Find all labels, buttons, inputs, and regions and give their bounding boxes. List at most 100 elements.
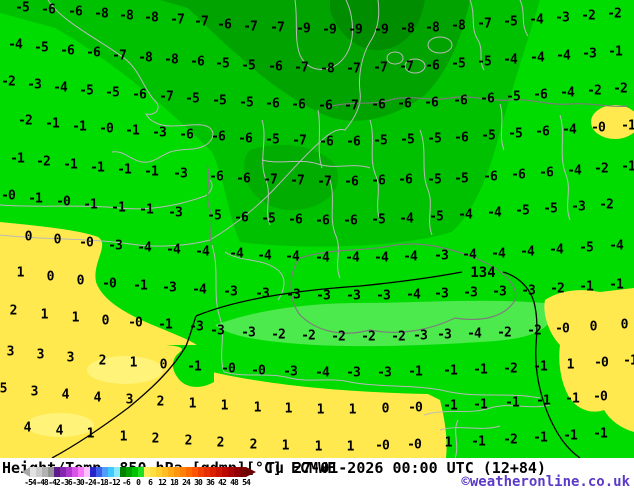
temp-label: -4 — [467, 326, 482, 342]
temp-label: 3 — [36, 347, 45, 363]
scale-label: 12 — [158, 478, 167, 487]
temp-label: -5 — [265, 132, 280, 148]
temp-label: -5 — [579, 240, 594, 256]
region-yellow-southeast — [544, 288, 634, 345]
temp-label: -3 — [316, 288, 331, 304]
temp-label: -7 — [373, 60, 388, 76]
temp-label: -1 — [187, 359, 202, 375]
temp-label: 0 — [46, 269, 55, 285]
scale-cell — [210, 467, 216, 477]
scale-cell — [138, 467, 144, 477]
temp-label: -2 — [271, 327, 286, 343]
scale-label: 18 — [170, 478, 179, 487]
credit-text: ©weatheronline.co.uk — [461, 474, 630, 490]
temp-label: -6 — [234, 210, 249, 226]
region-yellow-southeast2 — [559, 345, 634, 432]
temp-label: 1 — [86, 426, 95, 442]
temp-label: -5 — [454, 171, 469, 187]
temp-label: -1 — [133, 278, 148, 294]
temp-label: -2 — [587, 83, 602, 99]
temp-label: -5 — [429, 209, 444, 225]
temp-label: 2 — [156, 394, 165, 410]
temp-label: -4 — [560, 85, 575, 101]
temp-label: -2 — [550, 281, 565, 297]
scale-cell — [162, 467, 168, 477]
temp-label: 3 — [6, 344, 15, 360]
temp-label: -2 — [607, 6, 622, 22]
temp-label: -0 — [408, 400, 423, 416]
temp-label: -6 — [533, 87, 548, 103]
scale-cell — [150, 467, 156, 477]
temp-label: -5 — [508, 126, 523, 142]
temp-label: -7 — [346, 61, 361, 77]
temp-label: -1 — [125, 123, 140, 139]
temp-label: -5 — [79, 83, 94, 99]
temp-label: -6 — [41, 2, 56, 18]
temp-label: 1 — [346, 439, 355, 455]
temp-label: -6 — [268, 59, 283, 75]
temp-label: -2 — [581, 8, 596, 24]
temp-label: -3 — [434, 248, 449, 264]
temp-label: -5 — [373, 133, 388, 149]
temp-label: -8 — [320, 61, 335, 77]
temp-label: -5 — [207, 208, 222, 224]
temp-label: -0 — [79, 235, 94, 251]
temp-label: -7 — [290, 173, 305, 189]
scale-cell — [42, 467, 48, 477]
temp-label: 3 — [30, 384, 39, 400]
temp-label: 1 — [348, 402, 357, 418]
temp-label: -4 — [567, 163, 582, 179]
scale-label: -54 — [24, 478, 36, 487]
temp-label: -1 — [10, 151, 25, 167]
region-yellow-light-patch2 — [26, 413, 94, 437]
temp-label: 1 — [281, 438, 290, 454]
temp-label: -1 — [565, 391, 580, 407]
footer-bar: Height/Temp. 850 hPa [gdmp][°C] ECMWF Tu… — [0, 458, 634, 490]
temp-label: -2 — [331, 329, 346, 345]
temp-label: -6 — [86, 45, 101, 61]
scale-cell — [90, 467, 96, 477]
scale-cell — [96, 467, 102, 477]
temp-label: -7 — [159, 89, 174, 105]
temp-label: -1 — [72, 119, 87, 135]
temp-label: -6 — [539, 165, 554, 181]
scale-cell — [36, 467, 42, 477]
temp-label: -0 — [1, 188, 16, 204]
temp-label: 1 — [253, 400, 262, 416]
temp-label: -6 — [288, 212, 303, 228]
temp-label: -1 — [139, 202, 154, 218]
scale-cell — [234, 467, 240, 477]
temp-label: -2 — [301, 328, 316, 344]
temp-label: 0 — [24, 229, 33, 245]
temp-label: -0 — [102, 276, 117, 292]
temp-label: -7 — [243, 19, 258, 35]
temp-label: -5 — [477, 54, 492, 70]
scale-cell — [126, 467, 132, 477]
temp-label: -6 — [511, 167, 526, 183]
temp-label: -3 — [168, 205, 183, 221]
temp-label: -1 — [593, 426, 608, 442]
temp-label: -6 — [265, 96, 280, 112]
scale-cell — [114, 467, 120, 477]
temp-label: -1 — [408, 364, 423, 380]
temp-label: -8 — [138, 50, 153, 66]
temperature-values-layer: -5 -6 -6 -8 -8 -8 -7 -7 -6 -7 -7 -9 -9 -9 -9 -8 -8 -8 -7 -5… — [0, 1, 634, 455]
scale-left-arrow-icon — [22, 467, 30, 477]
temp-label: -6 — [343, 213, 358, 229]
temp-label: -5 — [34, 40, 49, 56]
temp-label: -6 — [209, 169, 224, 185]
temp-label: -8 — [164, 52, 179, 68]
temp-label: 1 — [314, 439, 323, 455]
temp-label: -9 — [374, 22, 389, 38]
temp-label: -1 — [90, 160, 105, 176]
temp-label: -4 — [229, 246, 244, 262]
temp-label: -4 — [549, 242, 564, 258]
temp-label: -1 — [533, 430, 548, 446]
scale-cell — [216, 467, 222, 477]
map: 1 3 4 -5 -6 -6 -8 -8 -8 -7 -7 -6 -7 -7 -9 -9 -9 -9 -8 -8 -8… — [0, 0, 634, 458]
temp-label: 0 — [53, 232, 62, 248]
temp-label: -6 — [480, 91, 495, 107]
temp-label: 0 — [101, 313, 110, 329]
temp-label: -6 — [211, 129, 226, 145]
